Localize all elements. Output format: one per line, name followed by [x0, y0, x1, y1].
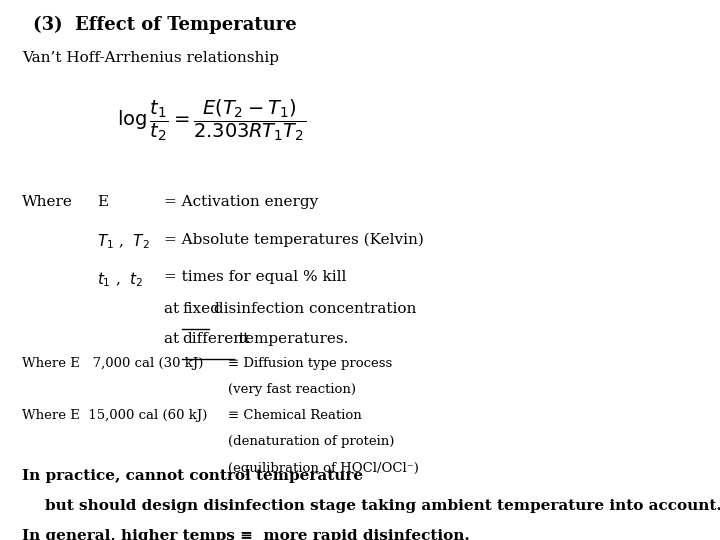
Text: (very fast reaction): (very fast reaction) [228, 383, 356, 396]
Text: = Activation energy: = Activation energy [164, 195, 318, 209]
Text: = Absolute temperatures (Kelvin): = Absolute temperatures (Kelvin) [164, 232, 424, 247]
Text: fixed: fixed [182, 302, 220, 316]
Text: $T_1$ ,  $T_2$: $T_1$ , $T_2$ [97, 232, 150, 251]
Text: $t_1$ ,  $t_2$: $t_1$ , $t_2$ [97, 270, 144, 288]
Text: (3)  Effect of Temperature: (3) Effect of Temperature [33, 16, 297, 33]
Text: Van’t Hoff-Arrhenius relationship: Van’t Hoff-Arrhenius relationship [22, 51, 279, 65]
Text: $\log\dfrac{t_1}{t_2} = \dfrac{E(T_2 - T_1)}{2.303RT_1T_2}$: $\log\dfrac{t_1}{t_2} = \dfrac{E(T_2 - T… [117, 98, 306, 143]
Text: Where E   7,000 cal (30 kJ): Where E 7,000 cal (30 kJ) [22, 356, 204, 369]
Text: Where E  15,000 cal (60 kJ): Where E 15,000 cal (60 kJ) [22, 409, 207, 422]
Text: different: different [182, 332, 249, 346]
Text: In general, higher temps ≡  more rapid disinfection.: In general, higher temps ≡ more rapid di… [22, 529, 470, 540]
Text: (denaturation of protein): (denaturation of protein) [228, 435, 395, 448]
Text: = times for equal % kill: = times for equal % kill [164, 270, 346, 284]
Text: In practice, cannot control temperature: In practice, cannot control temperature [22, 469, 364, 483]
Text: at: at [164, 302, 184, 316]
Text: temperatures.: temperatures. [234, 332, 348, 346]
Text: E: E [97, 195, 109, 209]
Text: disinfection concentration: disinfection concentration [210, 302, 417, 316]
Text: but should design disinfection stage taking ambient temperature into account.: but should design disinfection stage tak… [45, 500, 720, 513]
Text: Where: Where [22, 195, 73, 209]
Text: ≡ Diffusion type process: ≡ Diffusion type process [228, 356, 392, 369]
Text: (equilibration of HOCl/OCl⁻): (equilibration of HOCl/OCl⁻) [228, 462, 419, 475]
Text: ≡ Chemical Reation: ≡ Chemical Reation [228, 409, 362, 422]
Text: at: at [164, 332, 184, 346]
